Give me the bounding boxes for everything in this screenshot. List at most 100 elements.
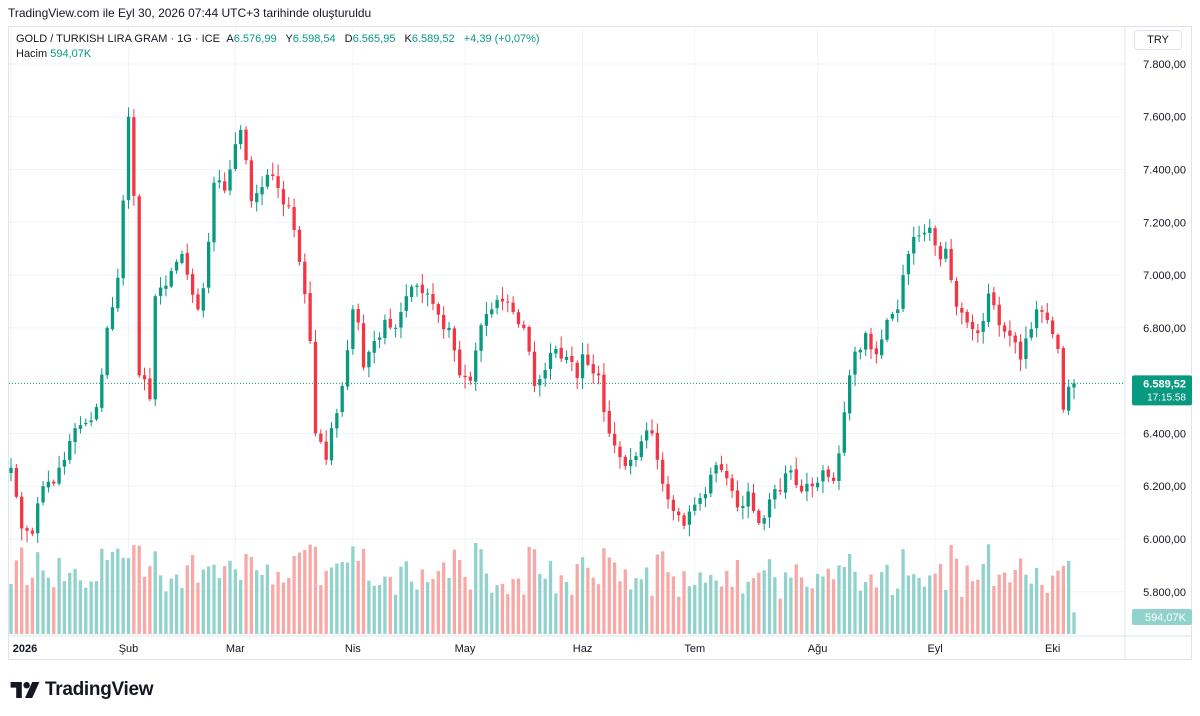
candle-body bbox=[917, 235, 921, 237]
candle-body bbox=[137, 196, 141, 376]
x-tick-label: Nis bbox=[345, 643, 361, 655]
volume-bar bbox=[404, 561, 408, 634]
candle-body bbox=[356, 309, 360, 323]
candle-body bbox=[313, 341, 318, 434]
axis-layer: 7.800,00 7.600,00 7.400,00 7.200,00 7.000,00… bbox=[9, 27, 1191, 659]
volume-bar bbox=[596, 584, 601, 634]
volume-bar bbox=[223, 566, 227, 634]
candle-body bbox=[810, 483, 814, 487]
tradingview-brand[interactable]: TradingView bbox=[10, 679, 154, 701]
volume-bar bbox=[479, 549, 483, 634]
volume-bar bbox=[949, 545, 953, 634]
candle-body bbox=[596, 373, 601, 376]
candle-body bbox=[858, 349, 862, 353]
candle-body bbox=[324, 441, 328, 460]
candle-body bbox=[650, 430, 654, 434]
volume-bar bbox=[869, 574, 873, 634]
candle-body bbox=[1050, 320, 1055, 334]
candle-body bbox=[463, 375, 467, 378]
candle-body bbox=[842, 412, 846, 453]
volume-bar bbox=[190, 554, 195, 634]
volume-bar bbox=[62, 581, 67, 634]
candle-body bbox=[9, 467, 13, 474]
candle-body bbox=[196, 294, 200, 310]
volume-bar bbox=[303, 550, 307, 634]
volume-bar bbox=[340, 561, 344, 634]
currency-button[interactable]: TRY bbox=[1134, 30, 1182, 50]
legend-symbol: GOLD / TURKISH LIRA GRAM · 1G · ICE bbox=[16, 33, 220, 45]
volume-bar bbox=[671, 576, 676, 634]
volume-bar bbox=[447, 577, 451, 634]
candle-body bbox=[206, 241, 211, 288]
volume-bar bbox=[730, 586, 734, 634]
candle-body bbox=[554, 348, 558, 354]
volume-bar bbox=[746, 581, 750, 634]
volume-bar bbox=[217, 578, 221, 634]
candle-body bbox=[335, 413, 339, 429]
candle-body bbox=[682, 515, 686, 526]
candle-body bbox=[105, 327, 109, 376]
volume-bar bbox=[639, 579, 643, 634]
volume-bar bbox=[693, 584, 697, 634]
volume-bar bbox=[805, 586, 809, 634]
candle-body bbox=[527, 326, 531, 352]
candle-body bbox=[89, 420, 93, 423]
candle-body bbox=[415, 285, 419, 287]
candle-body bbox=[425, 293, 430, 295]
volume-bar bbox=[244, 553, 248, 634]
x-tick-label: Haz bbox=[573, 643, 593, 655]
candle-body bbox=[612, 433, 617, 446]
candle-body bbox=[388, 318, 392, 328]
candle-body bbox=[1040, 310, 1044, 312]
candle-body bbox=[826, 469, 830, 477]
volume-bar bbox=[1040, 584, 1044, 634]
volume-bar bbox=[356, 561, 360, 634]
candle-body bbox=[190, 274, 195, 295]
candle-body bbox=[709, 474, 713, 494]
volume-bar bbox=[794, 564, 798, 634]
candle-body bbox=[896, 309, 900, 313]
volume-bar bbox=[164, 591, 168, 634]
candle-body bbox=[912, 236, 916, 254]
y-tick-label: 7.600,00 bbox=[1143, 112, 1186, 124]
candle-body bbox=[361, 323, 366, 368]
volume-bar bbox=[628, 589, 633, 634]
volume-bar bbox=[78, 580, 83, 634]
candle-body bbox=[976, 330, 980, 334]
volume-bar bbox=[68, 572, 72, 634]
candle-body bbox=[303, 261, 307, 295]
candle-body bbox=[452, 328, 457, 351]
candle-body bbox=[281, 189, 286, 205]
candle-body bbox=[666, 484, 670, 500]
candle-body bbox=[351, 309, 355, 350]
volume-bar bbox=[741, 593, 745, 634]
candle-body bbox=[623, 456, 627, 467]
volume-bar bbox=[169, 578, 173, 634]
candle-body bbox=[783, 473, 788, 493]
candle-body bbox=[393, 327, 398, 329]
volume-bar bbox=[329, 567, 334, 634]
candle-body bbox=[522, 324, 526, 328]
candle-body bbox=[853, 351, 857, 375]
volume-bar bbox=[735, 559, 740, 634]
candle-body bbox=[217, 180, 221, 183]
volume-bar bbox=[297, 552, 302, 634]
candle-body bbox=[308, 293, 312, 342]
candle-body bbox=[57, 467, 61, 484]
candle-body bbox=[885, 319, 889, 340]
volume-bar bbox=[372, 585, 376, 634]
legend-close-label: K bbox=[404, 33, 412, 45]
candle-body bbox=[751, 492, 756, 511]
candle-body bbox=[148, 378, 152, 400]
volume-bar bbox=[612, 562, 617, 634]
candle-body bbox=[869, 333, 873, 350]
candle-body bbox=[431, 294, 435, 304]
volume-bar bbox=[249, 557, 254, 634]
legend-low-label: D bbox=[344, 33, 353, 45]
y-tick-label: 6.000,00 bbox=[1143, 534, 1186, 546]
candle-body bbox=[126, 116, 131, 201]
candle-body bbox=[506, 301, 510, 303]
legend-volume-row: Hacim 594,07K bbox=[16, 47, 546, 62]
candle-body bbox=[479, 325, 483, 351]
